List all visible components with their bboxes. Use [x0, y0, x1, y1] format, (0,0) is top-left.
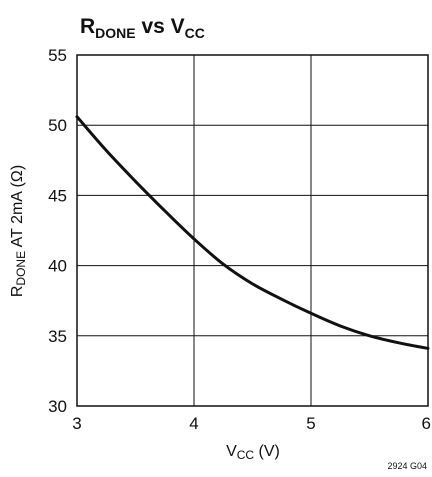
x-tick-label-1: 4: [189, 414, 198, 433]
ylabel-main: R: [9, 286, 26, 298]
x-axis-label: VCC (V): [226, 443, 280, 462]
xlabel-sub: CC: [237, 448, 255, 462]
xlabel-main: V: [226, 443, 237, 460]
y-tick-label-4: 50: [48, 116, 67, 135]
title-sub2: CC: [185, 25, 205, 41]
ylabel-rest: AT 2mA (Ω): [9, 165, 26, 251]
y-tick-label-2: 40: [48, 257, 67, 276]
title-sub: DONE: [95, 25, 135, 41]
figure-id: 2924 G04: [387, 461, 427, 471]
y-tick-label-1: 35: [48, 327, 67, 346]
y-tick-label-3: 45: [48, 186, 67, 205]
y-tick-labels: 30 35 40 45 50 55: [48, 46, 67, 416]
x-tick-label-0: 3: [72, 414, 81, 433]
x-tick-label-3: 6: [422, 414, 431, 433]
y-tick-label-5: 55: [48, 46, 67, 65]
x-tick-label-2: 5: [306, 414, 315, 433]
title-main: R: [80, 15, 95, 38]
x-tick-labels: 3 4 5 6: [72, 414, 431, 433]
ylabel-sub: DONE: [14, 251, 28, 286]
grid-lines: [76, 54, 429, 407]
series-line: [75, 115, 430, 350]
title-mid: vs V: [136, 15, 185, 38]
y-axis-label: RDONE AT 2mA (Ω): [9, 165, 28, 297]
xlabel-rest: (V): [254, 443, 280, 460]
y-tick-label-0: 30: [48, 397, 67, 416]
chart-title: RDONE vs VCC: [80, 15, 205, 41]
plot-frame: [76, 54, 429, 407]
